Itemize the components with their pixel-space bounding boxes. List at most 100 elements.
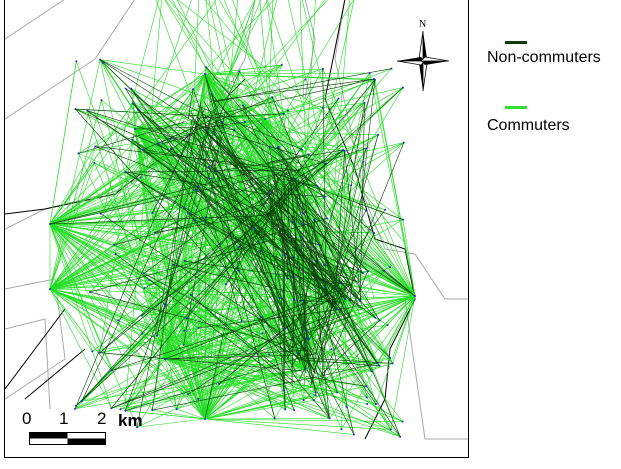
non-commuter-flow-line <box>188 89 194 119</box>
commuter-flow-line <box>49 223 275 419</box>
location-point <box>305 336 308 339</box>
non-commuter-flow-line <box>298 283 344 382</box>
commuter-flow-line <box>155 118 266 233</box>
location-point <box>218 382 221 385</box>
location-point <box>299 235 302 238</box>
non-commuter-flow-line <box>277 147 299 164</box>
commuter-flow-line <box>204 73 375 81</box>
commuter-flow-line <box>49 223 286 410</box>
location-point <box>366 270 369 273</box>
location-point <box>183 260 186 263</box>
location-point <box>280 64 283 67</box>
non-commuter-flow-line <box>305 376 367 387</box>
location-point <box>99 58 102 61</box>
commuter-flow-line <box>306 0 316 150</box>
north-arrow-compass-icon <box>396 31 450 91</box>
commuter-flow-line <box>301 149 346 300</box>
location-point <box>154 231 157 234</box>
non-commuter-flow-line <box>195 189 363 310</box>
non-commuter-flow-line <box>287 163 327 194</box>
district-boundary <box>5 318 51 410</box>
commuter-flow-line <box>233 118 266 131</box>
non-commuter-flow-line <box>320 271 368 383</box>
location-point <box>323 264 326 267</box>
location-point <box>188 212 191 215</box>
commuter-flow-line <box>100 59 206 75</box>
location-point <box>271 96 274 99</box>
commuter-flow-line <box>204 251 261 420</box>
commuter-flow-line <box>315 261 416 297</box>
commuter-flow-line <box>49 223 112 409</box>
commuter-flow-line <box>284 298 346 410</box>
non-commuter-flow-line <box>144 226 268 289</box>
commuter-flow-line <box>49 163 327 290</box>
commuter-flow-line <box>111 295 416 371</box>
commuter-flow-line <box>164 283 344 360</box>
commuter-flow-line <box>204 418 330 420</box>
location-point <box>240 319 243 322</box>
commuter-flow-line <box>49 143 158 225</box>
non-commuter-flow-line <box>198 127 416 297</box>
location-point <box>148 278 151 281</box>
location-point <box>378 364 381 367</box>
location-point <box>215 170 218 173</box>
legend-label-non-commuters: Non-commuters <box>487 49 601 66</box>
non-commuter-flow-line <box>187 283 353 395</box>
location-point <box>213 131 216 134</box>
commuter-flow-line <box>49 223 153 411</box>
non-commuter-flow-line <box>115 253 286 384</box>
non-commuter-flow-line <box>211 93 269 166</box>
location-point <box>361 272 364 275</box>
commuter-flow-line <box>204 386 367 420</box>
location-point <box>300 222 303 225</box>
location-point <box>77 152 80 155</box>
commuter-flow-line <box>99 59 136 130</box>
location-point <box>337 97 340 100</box>
location-point <box>224 283 227 286</box>
commuter-flow-line <box>49 103 134 225</box>
location-point <box>140 332 143 335</box>
non-commuter-flow-line <box>294 149 344 192</box>
location-point <box>401 420 404 423</box>
non-commuter-flow-line <box>125 137 223 411</box>
commuter-flow-line <box>49 271 368 290</box>
commuter-flow-line <box>49 223 401 438</box>
non-commuter-flow-line <box>249 217 391 359</box>
non-commuter-flow-line <box>203 113 284 119</box>
location-point <box>273 417 276 420</box>
non-commuter-flow-line <box>325 209 386 293</box>
location-point <box>344 298 346 300</box>
legend-swatch-commuters <box>505 106 527 109</box>
location-point <box>88 291 91 294</box>
location-point <box>49 223 51 225</box>
non-commuter-flow-line <box>89 291 318 354</box>
non-commuter-flow-line <box>214 122 327 288</box>
commuter-flow-line <box>89 291 206 420</box>
location-point <box>283 254 286 257</box>
non-commuter-flow-line <box>286 210 367 361</box>
location-point <box>402 141 405 144</box>
non-commuter-flow-line <box>125 352 316 411</box>
location-point <box>163 303 166 306</box>
non-commuter-flow-line <box>238 165 288 248</box>
location-point <box>391 362 394 365</box>
commuter-flow-line <box>204 284 227 420</box>
non-commuter-flow-line <box>49 161 294 225</box>
location-point <box>328 417 331 420</box>
location-point <box>277 145 280 148</box>
commuter-flow-line <box>49 223 376 319</box>
commuter-flow-line <box>322 68 416 297</box>
road <box>5 308 86 400</box>
commuter-flow-line <box>49 219 404 290</box>
commuter-flow-line <box>402 219 416 297</box>
location-point <box>175 407 178 410</box>
location-point <box>402 218 405 221</box>
commuter-flow-line <box>170 118 266 149</box>
location-point <box>294 178 296 180</box>
district-boundary <box>404 298 468 440</box>
location-point <box>326 217 329 220</box>
commuter-flow-line <box>204 418 403 422</box>
location-point <box>204 73 206 75</box>
non-commuter-flow-line <box>290 185 302 301</box>
commuter-flow-line <box>156 335 206 420</box>
